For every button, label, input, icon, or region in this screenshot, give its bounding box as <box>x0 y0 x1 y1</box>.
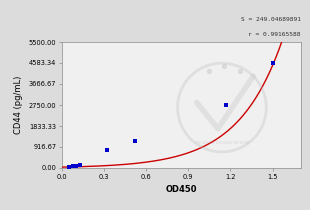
Point <box>224 103 229 107</box>
Y-axis label: CD44 (pg/mL): CD44 (pg/mL) <box>14 76 23 134</box>
Point <box>78 164 83 167</box>
Point <box>270 61 275 65</box>
X-axis label: OD450: OD450 <box>166 185 197 194</box>
Point <box>67 166 72 169</box>
Point <box>73 164 78 167</box>
Text: r = 0.99165588: r = 0.99165588 <box>248 32 301 37</box>
Point <box>71 164 76 168</box>
Point <box>133 139 138 142</box>
Text: S = 249.04689891: S = 249.04689891 <box>241 17 301 22</box>
Point <box>104 148 109 151</box>
